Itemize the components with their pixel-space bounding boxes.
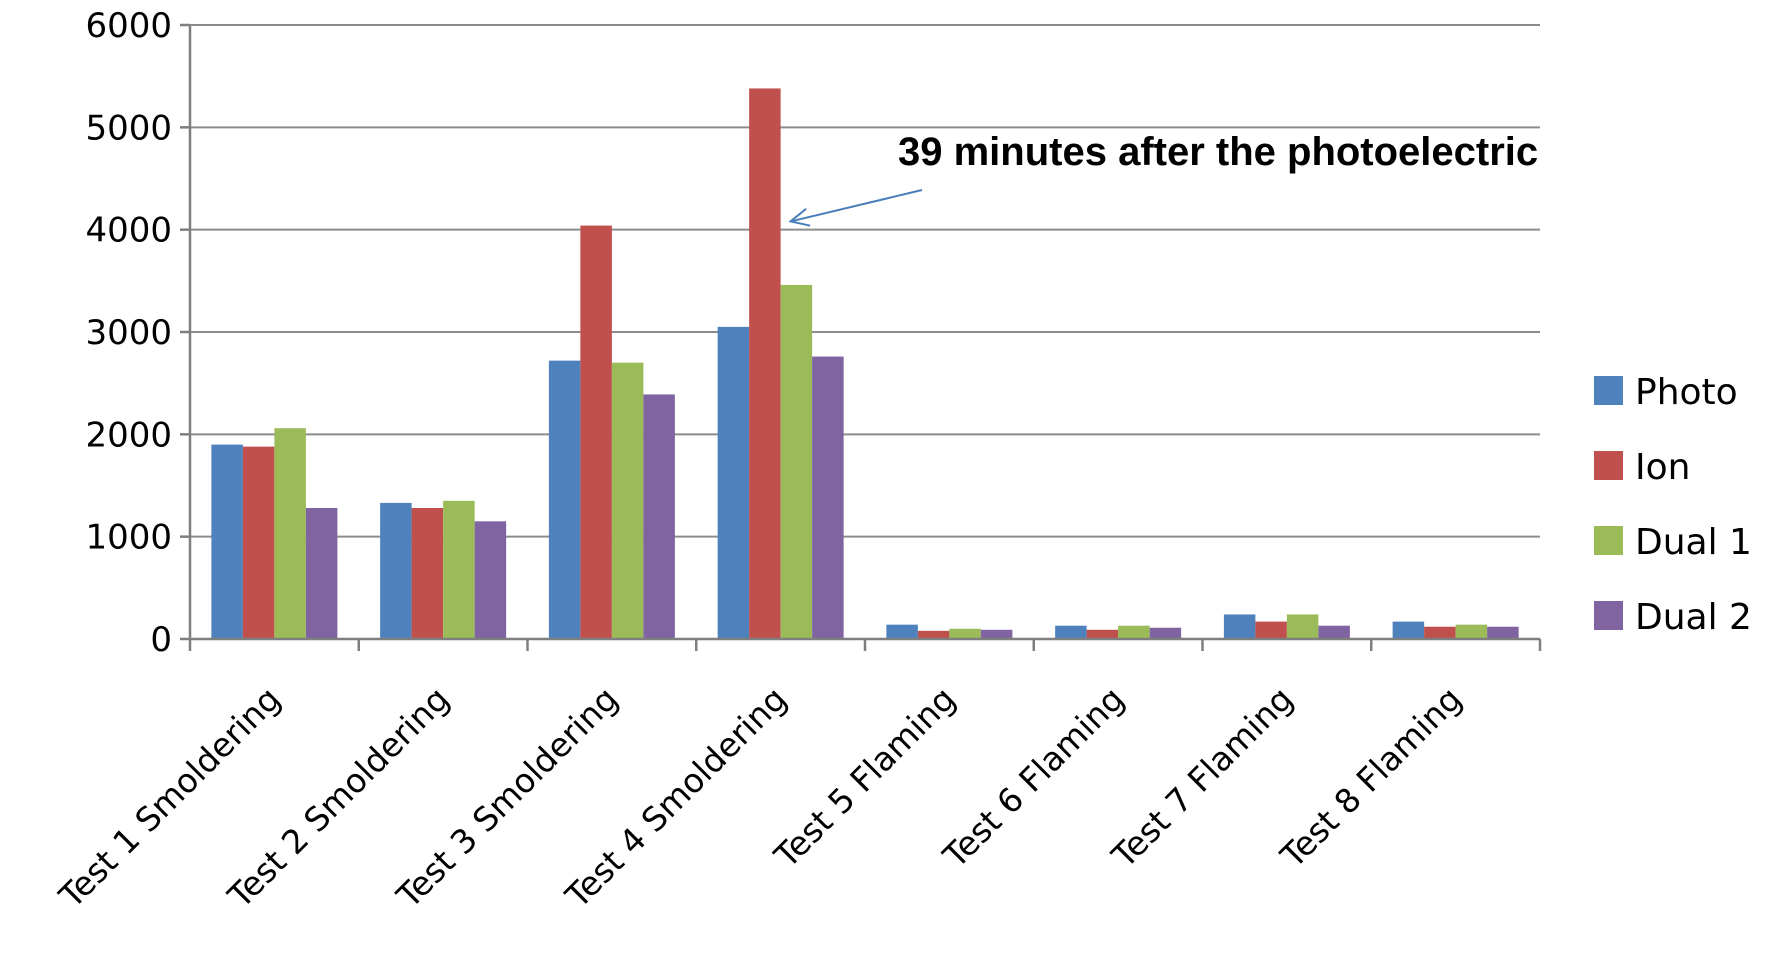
x-category-label: Test 8 Flaming: [1272, 679, 1469, 876]
bar-dual-2: [305, 508, 338, 639]
gridlines: [190, 24, 1540, 538]
y-tick-label: 4000: [85, 211, 172, 251]
annotation-text: 39 minutes after the photoelectric: [898, 130, 1538, 174]
bar-photo: [380, 502, 412, 639]
bar-dual-2: [1318, 625, 1350, 639]
bar-ion: [411, 508, 444, 639]
legend-swatch: [1594, 376, 1623, 405]
x-category-label: Test 6 Flaming: [935, 679, 1132, 876]
bar-dual-2: [812, 356, 844, 639]
bar-ion: [917, 630, 950, 639]
legend-label: Dual 2: [1635, 597, 1752, 638]
y-axis-tick-labels: 0 1000 2000 3000 4000 5000 6000: [85, 6, 172, 660]
bar-photo: [886, 624, 918, 639]
y-tick-label: 5000: [85, 108, 172, 148]
bar-ion: [1424, 626, 1456, 639]
y-tick-label: 1000: [85, 518, 172, 558]
bars: [211, 88, 1519, 639]
bar-dual-2: [643, 394, 675, 639]
x-category-label: Test 7 Flaming: [1104, 679, 1301, 876]
bar-dual-2: [980, 629, 1013, 639]
legend-label: Photo: [1635, 372, 1738, 413]
bar-dual-1: [611, 362, 644, 639]
annotation: 39 minutes after the photoelectric: [788, 130, 1538, 227]
annotation-arrow-head: [788, 208, 811, 227]
bar-dual-1: [1118, 625, 1150, 639]
legend: Photo Ion Dual 1 Dual 2: [1594, 372, 1752, 638]
legend-swatch: [1594, 526, 1623, 555]
bar-dual-2: [1149, 627, 1182, 639]
legend-label: Dual 1: [1635, 522, 1752, 563]
bar-ion: [749, 88, 781, 639]
legend-swatch: [1594, 601, 1623, 630]
bar-dual-1: [1455, 624, 1488, 639]
bar-photo: [1055, 625, 1087, 639]
annotation-arrow-shaft: [790, 189, 923, 223]
bar-photo: [211, 444, 243, 639]
bar-dual-2: [1487, 626, 1519, 639]
bar-photo: [1223, 614, 1256, 639]
legend-label: Ion: [1635, 447, 1690, 488]
bar-dual-2: [474, 521, 507, 639]
bar-ion: [242, 446, 275, 639]
bar-dual-1: [949, 628, 981, 639]
bar-photo: [717, 326, 750, 639]
legend-swatch: [1594, 451, 1623, 480]
bar-dual-1: [1286, 614, 1319, 639]
bar-dual-1: [780, 284, 813, 639]
y-tick-label: 3000: [85, 313, 172, 353]
axes: [180, 23, 1542, 651]
bar-photo: [1392, 621, 1425, 639]
x-category-label: Test 5 Flaming: [766, 679, 963, 876]
bar-ion: [1255, 621, 1287, 639]
y-tick-label: 2000: [85, 415, 172, 455]
y-tick-label: 6000: [85, 6, 172, 46]
bar-dual-1: [443, 500, 475, 639]
bar-ion: [1086, 629, 1119, 639]
bar-photo: [548, 360, 581, 639]
y-tick-label: 0: [150, 620, 172, 660]
bar-ion: [580, 225, 612, 639]
bar-dual-1: [274, 428, 306, 639]
